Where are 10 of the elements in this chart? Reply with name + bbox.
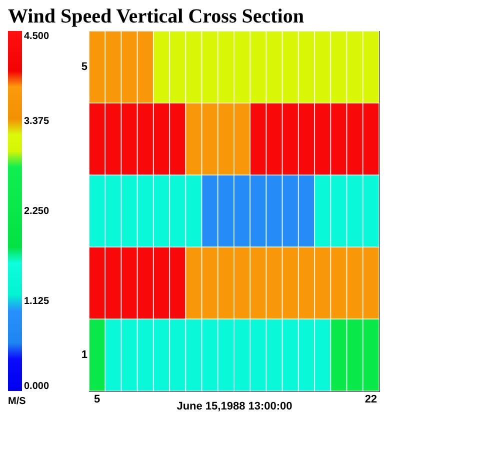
color-bar-title: M/S — [8, 396, 26, 407]
color-bar-label: 2.250 — [24, 206, 50, 217]
color-bar-label: 0.000 — [24, 381, 50, 392]
x-axis-title: June 15,1988 13:00:00 — [176, 400, 292, 412]
x-tick-label: 22 — [364, 394, 378, 406]
y-tick-label: 1 — [81, 349, 88, 361]
color-bar-label: 1.125 — [24, 296, 50, 307]
color-bar-label: 3.375 — [24, 116, 50, 127]
chart-title: Wind Speed Vertical Cross Section — [8, 6, 304, 28]
color-bar-label: 4.500 — [24, 31, 50, 42]
